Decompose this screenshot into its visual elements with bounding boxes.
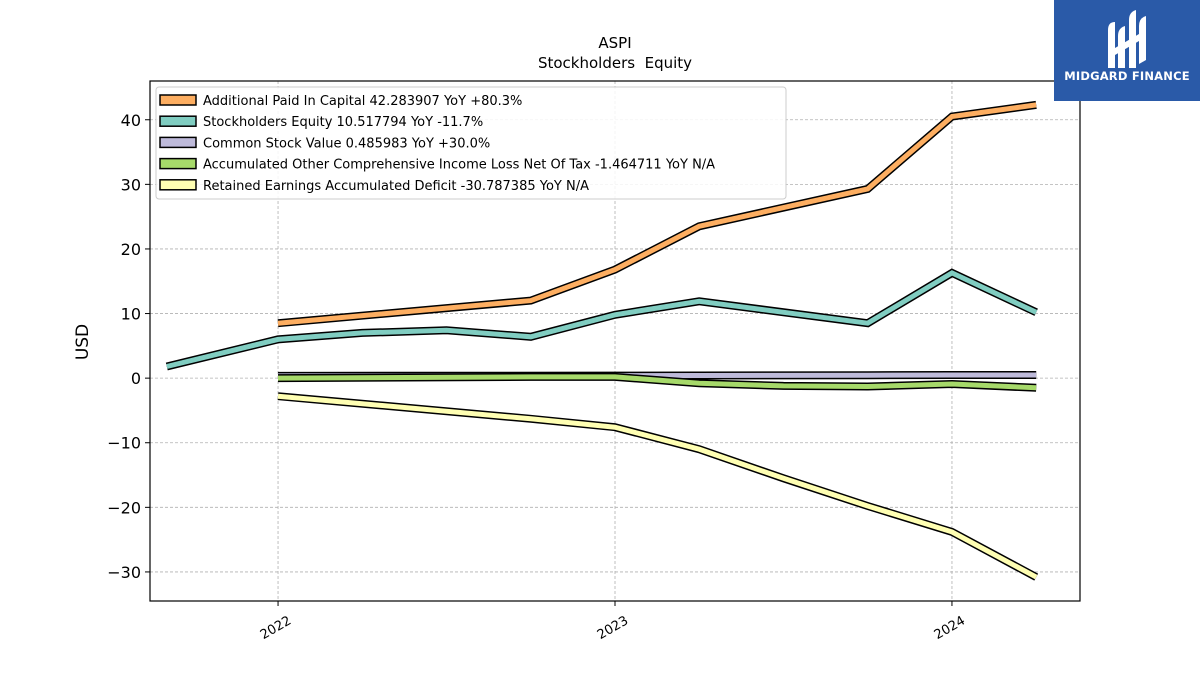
legend-swatch-5 <box>159 179 197 191</box>
legend-label-4: Accumulated Other Comprehensive Income L… <box>203 158 715 173</box>
legend-box <box>155 86 787 200</box>
legend-label-2: Stockholders Equity 10.517794 YoY -11.7% <box>203 115 483 130</box>
x-tick-label: 2022 <box>258 613 294 643</box>
legend-label-5: Retained Earnings Accumulated Deficit -3… <box>203 179 589 194</box>
plot-frame <box>149 80 1081 602</box>
y-tick-label: −30 <box>107 563 141 582</box>
series-line-1 <box>277 102 1037 326</box>
y-tick-label: −10 <box>107 434 141 453</box>
legend-swatch-3 <box>159 136 197 149</box>
x-tick-label: 2024 <box>932 613 968 643</box>
chart-title: ASPI <box>598 34 631 52</box>
brand-name: MIDGARD FINANCE <box>1064 69 1190 83</box>
y-tick-label: 0 <box>131 369 141 388</box>
legend-swatch-4 <box>159 157 197 170</box>
series-line-2 <box>166 270 1038 369</box>
legend-swatch-1 <box>159 94 197 106</box>
series-lines <box>165 100 1039 581</box>
series-outline-5 <box>277 392 1039 581</box>
legend-label-3: Common Stock Value 0.485983 YoY +30.0% <box>203 136 490 151</box>
y-tick-label: 10 <box>121 305 141 324</box>
series-line-4 <box>277 374 1037 391</box>
y-tick-label: 30 <box>121 175 141 194</box>
legend: Additional Paid In Capital 42.283907 YoY… <box>155 86 787 200</box>
x-tick-label: 2023 <box>595 613 631 643</box>
legend-swatch-2 <box>159 115 197 127</box>
chart-subtitle: Stockholders Equity <box>538 54 692 72</box>
y-axis-label: USD <box>73 324 93 360</box>
brand-logo: MIDGARD FINANCE <box>1054 0 1200 101</box>
y-tick-label: −20 <box>107 498 141 517</box>
y-tick-label: 20 <box>121 240 141 259</box>
legend-label-1: Additional Paid In Capital 42.283907 YoY… <box>203 94 522 109</box>
midgard-logo-icon <box>1108 10 1146 68</box>
series-line-5 <box>277 393 1038 580</box>
y-tick-label: 40 <box>121 111 141 130</box>
